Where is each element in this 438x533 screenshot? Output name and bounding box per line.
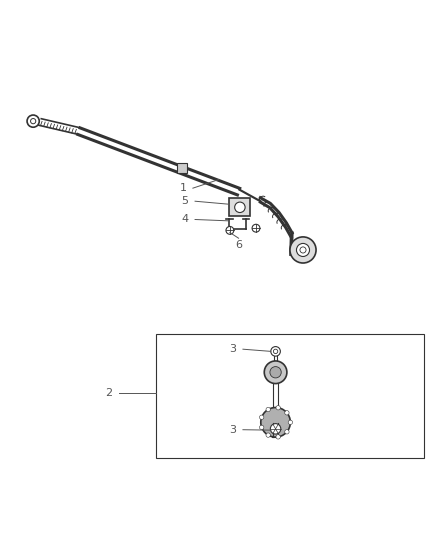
Circle shape: [270, 424, 281, 434]
Circle shape: [264, 361, 287, 384]
Circle shape: [226, 227, 234, 235]
Circle shape: [290, 237, 316, 263]
Circle shape: [259, 415, 264, 419]
Circle shape: [271, 346, 280, 356]
Text: 4: 4: [181, 214, 188, 224]
Text: 1: 1: [179, 183, 186, 193]
Bar: [156, 334, 424, 458]
Bar: [230, 198, 251, 216]
Text: 3: 3: [230, 425, 237, 435]
Circle shape: [297, 244, 310, 256]
Text: 2: 2: [105, 387, 113, 398]
Circle shape: [27, 115, 39, 127]
Text: 3: 3: [230, 344, 237, 354]
Circle shape: [270, 367, 281, 378]
Circle shape: [285, 430, 289, 434]
Circle shape: [261, 408, 290, 437]
Text: 6: 6: [235, 239, 242, 249]
Circle shape: [288, 420, 293, 424]
Circle shape: [252, 224, 260, 232]
Circle shape: [31, 118, 36, 124]
Text: 5: 5: [181, 196, 188, 206]
Bar: [177, 163, 187, 173]
Circle shape: [235, 202, 245, 213]
Circle shape: [266, 433, 270, 437]
Circle shape: [273, 349, 278, 353]
Circle shape: [266, 407, 270, 411]
Circle shape: [276, 435, 280, 439]
Circle shape: [259, 425, 264, 430]
Circle shape: [300, 247, 306, 253]
Circle shape: [276, 406, 280, 410]
Circle shape: [285, 410, 289, 415]
